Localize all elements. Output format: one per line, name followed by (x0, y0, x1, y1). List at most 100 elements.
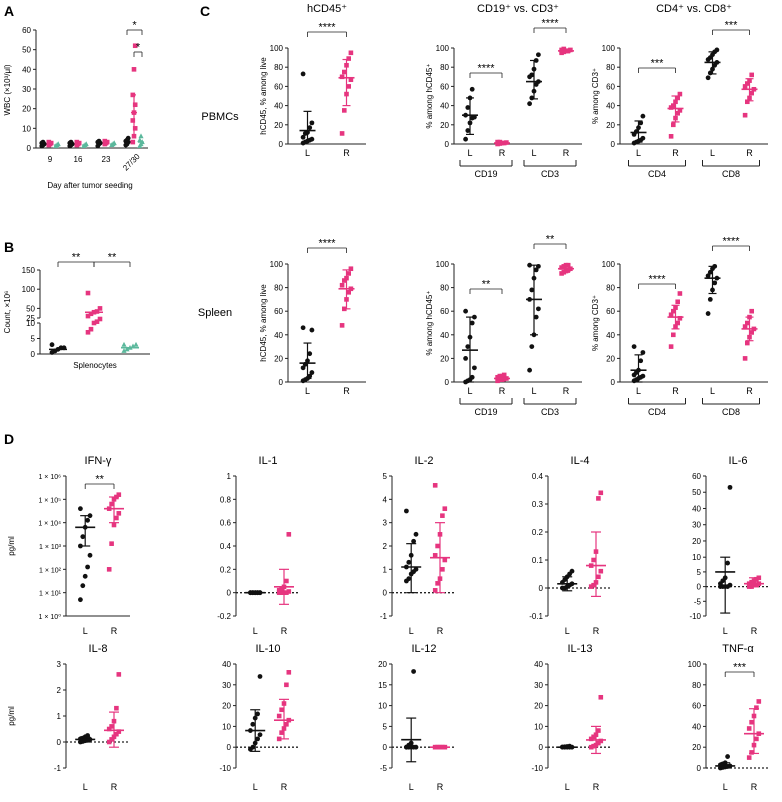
d-il-13-x-label: R (593, 782, 600, 792)
c-pbmcs-2-point (568, 47, 573, 53)
a-point (104, 139, 110, 145)
d-tnf--y-tick-label: 0 (697, 764, 702, 773)
c-pbmcs-3-x-label: R (672, 148, 679, 158)
d-il-13-point (588, 744, 594, 750)
d-il-6-point (749, 579, 754, 585)
c-pbmcs-1-point (309, 136, 315, 142)
a-point (132, 102, 138, 108)
d-il-4-point (598, 568, 604, 574)
d-il-2-point (406, 576, 412, 582)
c-spleen-3-point (742, 356, 748, 361)
b-xlabel: Splenocytes (73, 361, 117, 370)
c-spleen-3-point (712, 280, 718, 286)
c-pbmcs-3-point (638, 120, 644, 126)
d-il-13-x-label: L (565, 782, 570, 792)
c-spleen-2-sig-label: ** (482, 279, 491, 291)
c-spleen-1-point (346, 271, 351, 276)
c-spleen-2-point (463, 308, 468, 314)
c-spleen-1-point (300, 325, 306, 331)
d-il-4-point (569, 568, 575, 574)
d-il-1-point (276, 590, 282, 595)
d-il-13-point (596, 728, 601, 733)
d-il-8-y-tick-label: 1 (57, 712, 62, 721)
c-pbmcs-3-point (714, 47, 720, 53)
c-spleen-2-y-tick-label: 40 (440, 331, 449, 340)
d-tnf--title: TNF-α (722, 643, 754, 655)
d-tnf--point (754, 736, 759, 742)
a-category-label: 9 (48, 155, 53, 164)
c-spleen-1-y-tick-label: 80 (274, 284, 283, 293)
c-spleen-3-ylabel: % among CD3⁺ (591, 295, 600, 351)
c-spleen-1-point (309, 370, 315, 375)
a-point (74, 139, 80, 145)
d-tnf--sig-label: *** (733, 662, 747, 674)
d-il-13-y-tick-label: 20 (534, 702, 543, 711)
b-point (91, 320, 97, 326)
d-il-2-y-tick-label: 4 (383, 495, 388, 504)
c-spleen-1-point (309, 327, 315, 333)
d-il-8-point (114, 705, 119, 711)
d-il-2-point (442, 506, 448, 511)
d-il-4-point (596, 496, 601, 501)
c-pbmcs-1-point (346, 56, 351, 61)
d-tnf--point (749, 719, 754, 725)
c-spleen-3-x-label: L (636, 386, 641, 396)
c-pbmcs-1-y-tick-label: 80 (274, 63, 283, 72)
c-pbmcs-3-x-label: L (710, 148, 715, 158)
d-il-4-title: IL-4 (571, 455, 590, 467)
c-spleen-2-point (472, 365, 477, 371)
d-il-6-x-label: R (751, 626, 758, 636)
c-spleen-2-point (527, 262, 532, 268)
c-spleen-2-y-tick-label: 80 (440, 284, 449, 293)
c-spleen-3-y-tick-label: 80 (606, 284, 615, 293)
d-il-8-ylabel: pg/ml (7, 706, 16, 726)
d-il-1-point (286, 532, 292, 537)
c-spleen-3-point (745, 340, 750, 346)
a-y-tick-label: 50 (22, 46, 31, 55)
c-pbmcs-2-y-tick-label: 20 (440, 121, 449, 130)
c-pbmcs-2-point (463, 136, 468, 142)
d-il-6-y-tick-label: 30 (692, 521, 701, 530)
d-il-12-x-label: L (409, 782, 414, 792)
d-il-6-y-tick-label: 20 (692, 537, 701, 546)
c-pbmcs-3-point (668, 134, 674, 139)
c-pbmcs-3-point (749, 90, 754, 96)
a-point (76, 140, 82, 146)
c-spleen-2-point (533, 314, 539, 320)
d-il-2-point (442, 557, 448, 563)
d-il-8-point (109, 724, 114, 729)
b-point (88, 326, 94, 332)
d-il-1-y-tick-label: 0 (227, 589, 232, 598)
c-spleen-2-subset-label: CD19 (474, 407, 497, 417)
d-il-1-title: IL-1 (259, 455, 278, 467)
d-tnf--y-tick-label: 20 (692, 743, 701, 752)
c-spleen-2-point (529, 287, 535, 293)
c-spleen-1-point (339, 323, 345, 328)
d-il-4-y-tick-label: 0.2 (532, 528, 544, 537)
c-spleen-3-y-tick-label: 20 (606, 354, 615, 363)
b-sig-2-label: ** (108, 252, 117, 264)
c-row-label-spleen: Spleen (198, 307, 232, 319)
c-pbmcs-2-point (527, 101, 532, 107)
c-spleen-2-point (469, 374, 475, 380)
d-ifn--x-label: R (111, 626, 118, 636)
d-il-2-point (440, 567, 445, 572)
b-point (85, 290, 91, 296)
d-il-13-title: IL-13 (567, 643, 592, 655)
d-il-6-y-tick-label: 50 (692, 488, 701, 497)
d-il-2-point (404, 508, 409, 514)
d-tnf--point (749, 750, 754, 755)
c-pbmcs-3-point (742, 112, 748, 118)
c-spleen-2-point (469, 320, 475, 326)
c-spleen-3-point (745, 320, 750, 326)
d-ifn--sig-label: ** (95, 474, 104, 486)
c-spleen-1-x-label: L (305, 386, 310, 396)
c-pbmcs-1-y-tick-label: 0 (279, 140, 284, 149)
c-pbmcs-3-x-label: L (636, 148, 641, 158)
d-il-10-y-tick-label: -10 (219, 764, 231, 773)
c-spleen-1-point (307, 373, 313, 379)
d-il-6-y-tick-label: -10 (689, 612, 701, 621)
c-spleen-1-point (348, 266, 354, 272)
a-point (46, 139, 52, 145)
d-il-8-point (114, 731, 119, 737)
